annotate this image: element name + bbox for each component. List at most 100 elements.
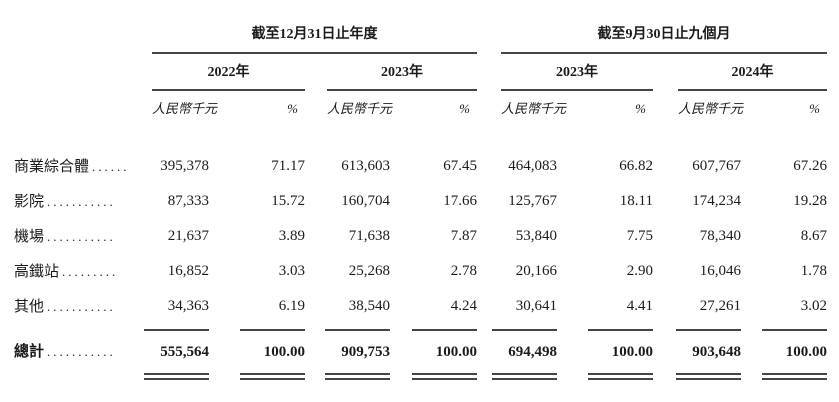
amount-column-header: 人民幣千元: [327, 101, 393, 116]
row-label: 其他: [14, 299, 45, 315]
total-rule-row: [14, 373, 839, 380]
amount-cell: 87,333: [167, 193, 209, 209]
period-group-header-row: 截至12月31日止年度 截至9月30日止九個月: [14, 24, 839, 54]
percent-cell: 15.72: [271, 193, 305, 209]
percent-cell: 71.17: [271, 158, 305, 174]
percent-cell: 3.89: [278, 228, 305, 244]
percent-cell: 66.82: [619, 158, 653, 174]
subtotal-rule-row: [14, 329, 839, 331]
year-header-2023: 2023年: [327, 63, 477, 91]
column-header-group: 人民幣千元 %: [678, 100, 827, 117]
year-header-2024: 2024年: [678, 63, 827, 91]
amount-cell: 21,637: [167, 228, 209, 244]
double-rule-line: [325, 373, 390, 380]
amount-cell: 38,540: [348, 298, 390, 314]
table-row: 機場 ........... 21,637 3.89 71,638 7.87 5…: [14, 219, 839, 254]
row-label: 高鐵站: [14, 264, 60, 280]
column-header-group: 人民幣千元 %: [152, 100, 305, 117]
amount-cell: 16,046: [699, 263, 741, 279]
double-rule-line: [676, 373, 741, 380]
rule-line: [412, 329, 477, 331]
total-percent-cell: 100.00: [263, 344, 305, 360]
table-row: 商業綜合體 ...... 395,378 71.17 613,603 67.45…: [14, 149, 839, 184]
rule-line: [240, 329, 305, 331]
dot-leader: ......: [92, 159, 130, 174]
amount-cell: 464,083: [508, 158, 557, 174]
total-percent-cell: 100.00: [611, 344, 653, 360]
amount-cell: 25,268: [348, 263, 390, 279]
percent-cell: 3.02: [800, 298, 827, 314]
percent-cell: 67.26: [793, 158, 827, 174]
percent-cell: 6.19: [278, 298, 305, 314]
double-rule-line: [588, 373, 653, 380]
total-row-label: 總計: [14, 344, 45, 360]
double-rule-line: [412, 373, 477, 380]
total-amount-cell: 903,648: [692, 344, 741, 360]
amount-column-header: 人民幣千元: [501, 101, 567, 116]
table-row: 高鐵站 ......... 16,852 3.03 25,268 2.78 20…: [14, 254, 839, 289]
percent-cell: 19.28: [793, 193, 827, 209]
percent-cell: 1.78: [800, 263, 827, 279]
amount-cell: 78,340: [699, 228, 741, 244]
rule-line: [492, 329, 557, 331]
rule-line: [762, 329, 827, 331]
amount-column-header: 人民幣千元: [678, 101, 744, 116]
rule-line: [325, 329, 390, 331]
percent-cell: 7.87: [450, 228, 477, 244]
percent-cell: 7.75: [626, 228, 653, 244]
column-header-row: 人民幣千元 % 人民幣千元 % 人民幣千元 % 人民幣千元 %: [14, 100, 839, 117]
double-rule-line: [762, 373, 827, 380]
percent-cell: 4.24: [450, 298, 477, 314]
period-group-header-year-ended: 截至12月31日止年度: [152, 24, 477, 54]
row-label: 影院: [14, 194, 45, 210]
year-header-2022: 2022年: [152, 63, 305, 91]
double-rule-line: [240, 373, 305, 380]
row-label-cell: 其他 ...........: [14, 289, 152, 324]
amount-cell: 16,852: [167, 263, 209, 279]
percent-column-header: %: [287, 101, 298, 116]
total-amount-cell: 555,564: [160, 344, 209, 360]
percent-column-header: %: [635, 101, 646, 116]
total-percent-cell: 100.00: [435, 344, 477, 360]
percent-cell: 67.45: [443, 158, 477, 174]
double-rule-line: [492, 373, 557, 380]
year-header-row: 2022年 2023年 2023年 2024年: [14, 63, 839, 91]
row-label: 機場: [14, 229, 45, 245]
dot-leader: ...........: [47, 194, 116, 209]
dot-leader: ...........: [47, 299, 116, 314]
amount-cell: 395,378: [160, 158, 209, 174]
double-rule-line: [144, 373, 209, 380]
row-label-cell: 總計 ...........: [14, 331, 152, 373]
row-label-cell: 商業綜合體 ......: [14, 149, 152, 184]
row-label-cell: 高鐵站 .........: [14, 254, 152, 289]
column-header-group: 人民幣千元 %: [327, 100, 477, 117]
dot-leader: ...........: [47, 229, 116, 244]
amount-cell: 125,767: [508, 193, 557, 209]
total-percent-cell: 100.00: [785, 344, 827, 360]
segment-revenue-table: 截至12月31日止年度 截至9月30日止九個月 2022年 2023年 2023…: [14, 24, 839, 380]
amount-cell: 71,638: [348, 228, 390, 244]
percent-cell: 2.90: [626, 263, 653, 279]
amount-cell: 160,704: [341, 193, 390, 209]
amount-cell: 27,261: [699, 298, 741, 314]
amount-cell: 613,603: [341, 158, 390, 174]
percent-cell: 17.66: [443, 193, 477, 209]
rule-line: [144, 329, 209, 331]
row-label-cell: 機場 ...........: [14, 219, 152, 254]
row-label-cell: 影院 ...........: [14, 184, 152, 219]
total-amount-cell: 694,498: [508, 344, 557, 360]
column-header-group: 人民幣千元 %: [501, 100, 653, 117]
period-group-header-nine-months: 截至9月30日止九個月: [501, 24, 827, 54]
row-label: 商業綜合體: [14, 159, 90, 175]
dot-leader: ...........: [47, 344, 116, 359]
amount-cell: 174,234: [692, 193, 741, 209]
rule-line: [676, 329, 741, 331]
percent-column-header: %: [809, 101, 820, 116]
amount-cell: 30,641: [515, 298, 557, 314]
percent-cell: 8.67: [800, 228, 827, 244]
year-header-2023-9m: 2023年: [501, 63, 653, 91]
percent-cell: 4.41: [626, 298, 653, 314]
amount-cell: 20,166: [515, 263, 557, 279]
table-row: 影院 ........... 87,333 15.72 160,704 17.6…: [14, 184, 839, 219]
percent-cell: 3.03: [278, 263, 305, 279]
